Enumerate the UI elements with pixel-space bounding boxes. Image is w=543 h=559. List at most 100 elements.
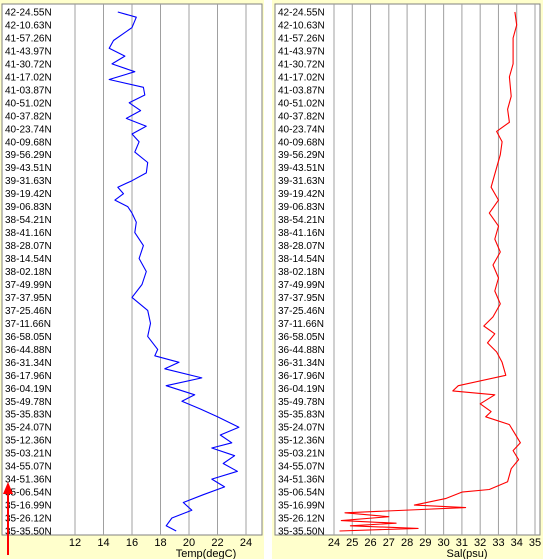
sal-x-tick-label: 28 [401,537,413,549]
sal-y-tick-label: 38-02.18N [278,267,325,278]
temp-y-tick-label: 40-51.02N [5,98,52,109]
sal-y-tick-label: 37-25.46N [278,306,325,317]
sal-y-tick-label: 38-14.54N [278,254,325,265]
temp-y-tick-label: 40-37.82N [5,111,52,122]
temp-x-tick-label: 16 [126,537,138,549]
temp-y-tick-label: 37-37.95N [5,293,52,304]
sal-x-tick-label: 26 [364,537,376,549]
sal-y-tick-label: 35-06.54N [278,488,325,499]
sal-y-tick-label: 35-26.12N [278,514,325,525]
sal-y-tick-label: 36-58.05N [278,332,325,343]
sal-y-tick-label: 38-28.07N [278,241,325,252]
sal-x-tick-label: 31 [456,537,468,549]
temp-y-tick-label: 36-31.34N [5,358,52,369]
temp-y-tick-label: 37-11.66N [5,319,51,330]
sal-y-tick-label: 39-31.63N [278,176,325,187]
temp-x-tick-label: 24 [240,537,252,549]
temp-y-tick-label: 35-03.21N [5,449,52,460]
sal-y-tick-label: 35-03.21N [278,449,325,460]
sal-y-tick-label: 35-35.83N [278,410,325,421]
temp-y-tick-label: 35-06.54N [5,488,52,499]
sal-x-tick-label: 32 [474,537,486,549]
temp-y-tick-label: 39-56.29N [5,150,52,161]
up-arrow-icon [3,482,13,555]
temp-y-tick-label: 41-30.72N [5,59,52,70]
sal-y-tick-label: 37-49.99N [278,280,325,291]
sal-y-tick-label: 41-30.72N [278,59,325,70]
sal-x-tick-label: 25 [346,537,358,549]
temp-y-tick-label: 37-25.46N [5,306,52,317]
sal-y-tick-label: 35-49.78N [278,397,325,408]
sal-x-tick-label: 33 [492,537,504,549]
temp-x-tick-label: 20 [183,537,195,549]
temp-y-tick-label: 36-17.96N [5,371,52,382]
sal-y-tick-label: 35-24.07N [278,423,325,434]
sal-y-tick-label: 38-54.21N [278,215,325,226]
sal-x-tick-label: 30 [438,537,450,549]
temp-y-tick-label: 34-51.36N [5,475,52,486]
sal-y-tick-label: 36-31.34N [278,358,325,369]
sal-y-tick-label: 35-16.99N [278,501,325,512]
sal-y-tick-label: 42-24.55N [278,8,325,19]
arrow-head [3,482,13,494]
temp-y-tick-label: 38-28.07N [5,241,52,252]
temp-x-tick-label: 18 [154,537,166,549]
sal-x-tick-label: 27 [383,537,395,549]
temp-y-tick-label: 40-23.74N [5,124,52,135]
sal-y-tick-label: 41-57.26N [278,33,325,44]
sal-x-axis-label: Sal(psu) [447,548,488,559]
temp-y-tick-label: 39-31.63N [5,176,52,187]
temp-y-tick-label: 36-04.19N [5,384,52,395]
temp-y-tick-label: 42-10.63N [5,20,52,31]
temp-y-tick-label: 35-16.99N [5,501,52,512]
sal-y-tick-label: 40-23.74N [278,124,325,135]
temp-y-tick-label: 36-58.05N [5,332,52,343]
sal-x-tick-label: 34 [511,537,523,549]
sal-y-tick-label: 36-44.88N [278,345,325,356]
temp-y-tick-label: 37-49.99N [5,280,52,291]
sal-y-tick-label: 35-12.36N [278,436,325,447]
temp-y-tick-label: 38-41.16N [5,228,52,239]
temp-y-tick-label: 42-24.55N [5,8,52,19]
temp-y-tick-label: 39-43.51N [5,163,52,174]
sal-y-tick-label: 39-06.83N [278,202,325,213]
temp-x-tick-label: 14 [97,537,109,549]
temp-y-tick-label: 41-17.02N [5,72,52,83]
temp-y-tick-label: 41-03.87N [5,85,52,96]
temp-y-tick-label: 38-54.21N [5,215,52,226]
temp-x-tick-label: 12 [69,537,81,549]
temp-series-line [108,11,240,532]
sal-y-tick-label: 38-41.16N [278,228,325,239]
sal-y-tick-label: 40-09.68N [278,137,325,148]
temp-y-tick-label: 41-57.26N [5,33,52,44]
temp-y-tick-label: 39-19.42N [5,189,52,200]
sal-y-tick-label: 37-11.66N [278,319,324,330]
sal-y-tick-label: 41-03.87N [278,85,325,96]
sal-y-tick-label: 41-17.02N [278,72,325,83]
sal-y-tick-label: 34-51.36N [278,475,325,486]
sal-y-tick-label: 39-56.29N [278,150,325,161]
temp-y-tick-label: 35-35.83N [5,410,52,421]
temp-y-tick-label: 36-44.88N [5,345,52,356]
sal-x-tick-label: 24 [328,537,340,549]
temp-y-tick-label: 35-24.07N [5,423,52,434]
sal-y-tick-label: 34-55.07N [278,462,325,473]
temp-x-axis-label: Temp(degC) [176,548,237,559]
sal-y-tick-label: 37-37.95N [278,293,325,304]
sal-y-tick-label: 39-43.51N [278,163,325,174]
sal-y-tick-label: 36-04.19N [278,384,325,395]
sal-y-tick-label: 40-37.82N [278,111,325,122]
sal-series-line [339,11,521,532]
sal-x-tick-label: 29 [419,537,431,549]
sal-y-tick-label: 36-17.96N [278,371,325,382]
sal-y-tick-label: 39-19.42N [278,189,325,200]
temp-y-tick-label: 41-43.97N [5,46,52,57]
temp-y-tick-label: 35-35.50N [5,527,52,538]
sal-y-tick-label: 35-35.50N [278,527,325,538]
temp-y-tick-label: 35-49.78N [5,397,52,408]
temp-y-tick-label: 38-14.54N [5,254,52,265]
sal-x-tick-label: 35 [529,537,541,549]
